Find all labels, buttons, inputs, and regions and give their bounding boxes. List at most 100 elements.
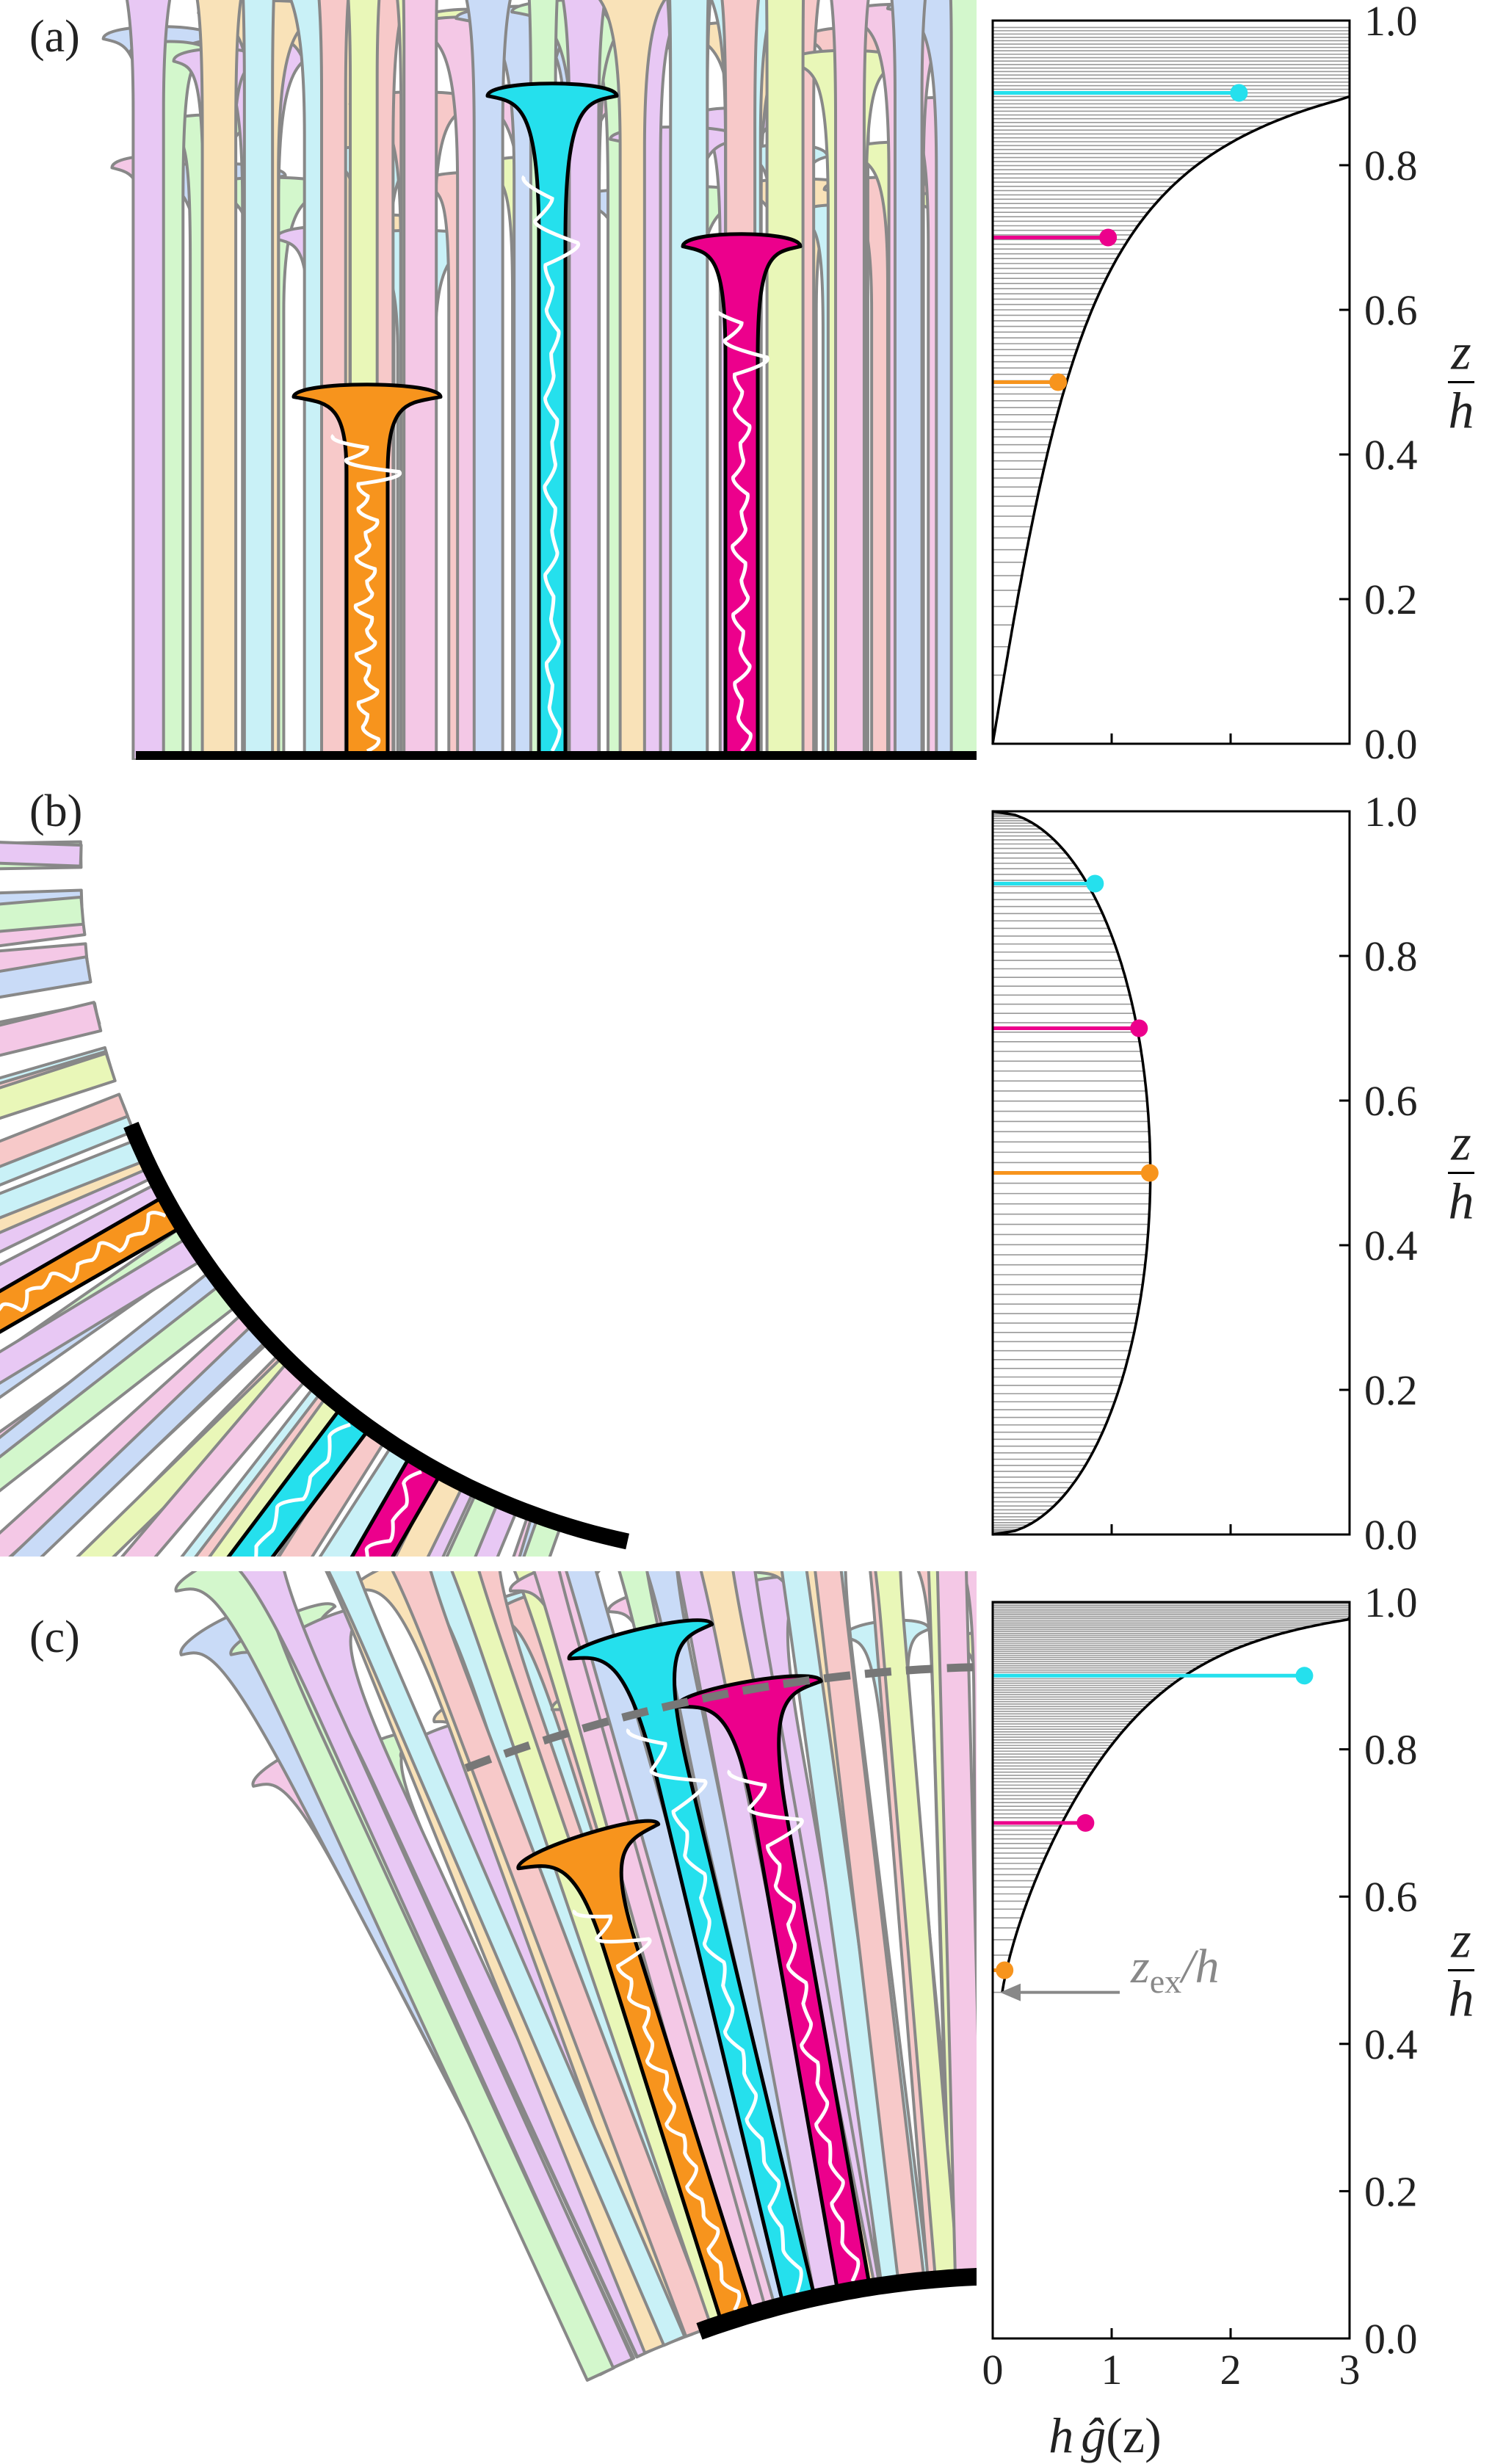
brush-body	[720, 1571, 908, 2287]
convex-surface	[696, 2268, 977, 2340]
brush	[598, 0, 667, 760]
arrowhead	[1000, 1983, 1021, 2001]
brush	[561, 0, 606, 760]
brush-body	[0, 1359, 310, 1557]
polymer-chain	[0, 1211, 167, 1427]
y-tick-label: 0.8	[1364, 142, 1418, 189]
brush-body	[674, 1674, 872, 2295]
brush	[1088, 1620, 1246, 2289]
brush-body	[889, 1571, 977, 2279]
brush	[465, 0, 512, 760]
brush-body	[890, 0, 927, 760]
brush	[0, 1282, 239, 1557]
panel-label-b: (b)	[29, 786, 82, 836]
brush-body	[0, 1137, 148, 1399]
marker-point	[996, 1961, 1014, 1979]
marker-point	[1049, 373, 1068, 391]
polymer-chain	[17, 1422, 351, 1557]
brush-illustration-flat	[101, 0, 977, 760]
brush-body	[0, 1108, 135, 1340]
y-tick-label: 1.0	[1364, 1579, 1418, 1626]
plot-frame	[991, 810, 1351, 1536]
brush-body	[485, 81, 619, 760]
brush	[607, 1571, 845, 2300]
annotation-sub: ex	[1150, 1963, 1181, 2000]
y-tick-label: 0.8	[1364, 932, 1418, 980]
brush	[966, 1571, 977, 2278]
flat-surface	[136, 751, 977, 760]
brush-body	[516, 1819, 755, 2325]
brush-body	[0, 1322, 270, 1557]
annotation-z: z	[1130, 1940, 1150, 1993]
brush-body	[1099, 1406, 1377, 2298]
brush-body	[1084, 1329, 1285, 2290]
panel-label-c: (c)	[29, 1612, 80, 1662]
polymer-chain	[179, 1470, 422, 1557]
brush-body	[125, 0, 172, 760]
brush	[317, 0, 350, 760]
brush-body	[1088, 1620, 1246, 2289]
brush-body	[195, 0, 242, 760]
y-axis-label-den: h	[1449, 1971, 1474, 2028]
brush-body	[461, 1571, 768, 2318]
y-tick-label: 1.0	[1364, 0, 1418, 45]
brush	[1032, 1409, 1201, 2282]
brush	[0, 1181, 172, 1432]
brush-body	[0, 1181, 172, 1432]
brush	[0, 1322, 270, 1557]
x-tick-label: 3	[1339, 2346, 1361, 2394]
brush	[125, 0, 172, 760]
y-tick-label: 0.6	[1364, 286, 1418, 334]
marker-point	[1099, 228, 1118, 247]
y-axis-label-num: z	[1450, 1913, 1471, 1969]
brush	[1055, 1374, 1214, 2283]
highlight-brush	[485, 81, 619, 760]
y-tick-label: 0.2	[1364, 1366, 1418, 1414]
brush	[195, 0, 242, 760]
concave-surface	[123, 1121, 630, 1550]
brush-body	[0, 1394, 347, 1557]
brush	[820, 1571, 960, 2281]
brush-body	[242, 0, 275, 760]
brush	[258, 1571, 687, 2347]
polymer-chain	[711, 305, 770, 753]
highlight-brush	[90, 1453, 443, 1557]
brush-body	[291, 383, 443, 760]
brush	[0, 1359, 310, 1557]
marker-point	[1140, 1164, 1159, 1182]
brush-body	[1090, 1545, 1259, 2289]
brush-body	[598, 0, 667, 760]
brush	[1090, 1545, 1259, 2289]
highlight-brush	[516, 1819, 755, 2325]
brush	[1013, 1476, 1132, 2279]
brush-body	[490, 1571, 804, 2310]
brush	[29, 1422, 388, 1557]
brush	[402, 0, 438, 760]
brush-body	[1013, 1476, 1132, 2279]
brush-body	[974, 1554, 1083, 2278]
brush-body	[758, 1571, 926, 2285]
highlight-brush	[674, 1674, 872, 2295]
panel-label-a: (a)	[29, 12, 80, 62]
brush-body	[0, 1282, 239, 1557]
highlight-brush	[567, 1618, 817, 2308]
marker-point	[1076, 1813, 1095, 1832]
brush	[890, 0, 927, 760]
brush	[830, 0, 870, 760]
brush-body	[966, 1571, 977, 2278]
y-tick-label: 0.6	[1364, 1077, 1418, 1125]
highlight-brush	[0, 1194, 184, 1478]
brush	[0, 1108, 135, 1340]
brush-illustration-convex	[174, 1329, 1377, 2382]
brush	[0, 1394, 347, 1557]
y-axis-label-num: z	[1450, 1115, 1471, 1172]
brush-body	[607, 1571, 845, 2300]
polymer-chain	[626, 1728, 803, 2294]
brush	[253, 1571, 669, 2355]
brush-body	[681, 232, 803, 760]
brush	[0, 1235, 205, 1557]
marker-point	[1086, 874, 1104, 893]
y-tick-label: 0.8	[1364, 1726, 1418, 1774]
brush	[490, 1571, 804, 2310]
polymer-chain	[521, 175, 581, 753]
